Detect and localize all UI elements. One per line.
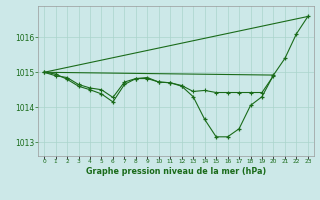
X-axis label: Graphe pression niveau de la mer (hPa): Graphe pression niveau de la mer (hPa) bbox=[86, 167, 266, 176]
